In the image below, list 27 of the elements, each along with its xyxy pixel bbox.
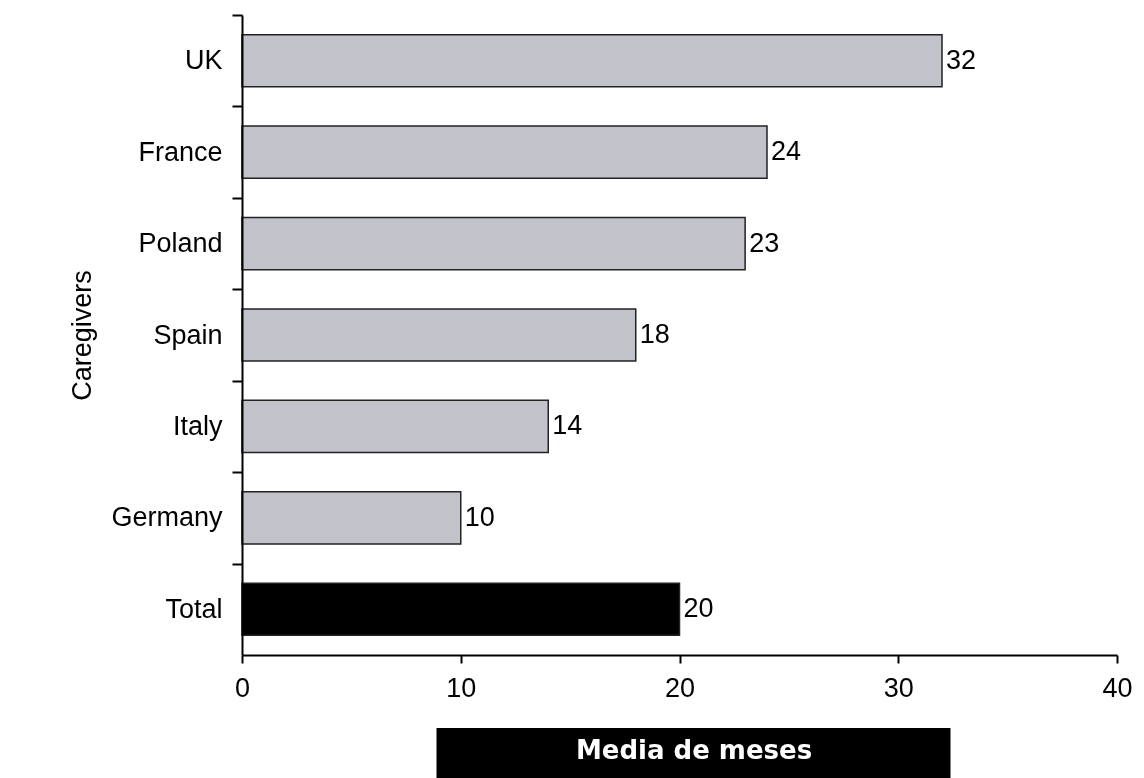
data-label: 18 — [639, 319, 670, 349]
x-tick-label: 0 — [234, 672, 251, 703]
data-label: 20 — [683, 593, 714, 624]
bar — [241, 491, 462, 545]
bar — [241, 125, 768, 179]
y-tick-label: Spain — [153, 319, 223, 350]
y-tick-label: Poland — [138, 228, 223, 259]
y-tick-label: UK — [184, 45, 223, 76]
bar — [241, 308, 637, 362]
x-tick-label: 10 — [446, 672, 477, 703]
y-tick-label: France — [138, 136, 223, 167]
x-tick-label: 20 — [664, 672, 696, 703]
x-axis-title: Media de meses — [575, 734, 813, 765]
y-tick-label: Total — [165, 593, 223, 624]
y-tick-label: Germany — [111, 502, 223, 533]
data-label: 14 — [552, 410, 583, 441]
bar — [241, 216, 746, 271]
data-label: 23 — [749, 227, 780, 258]
y-tick-label: Italy — [172, 410, 223, 441]
bar — [241, 399, 549, 454]
data-label: 32 — [946, 44, 977, 75]
x-tick-label: 30 — [883, 672, 914, 703]
x-tick-label: 40 — [1102, 672, 1133, 703]
y-axis-title: Caregivers — [67, 270, 98, 401]
data-label: 24 — [771, 136, 802, 167]
data-label: 10 — [464, 501, 495, 532]
bar — [241, 33, 943, 88]
